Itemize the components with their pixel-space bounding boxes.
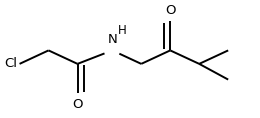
Text: H: H [118, 24, 126, 37]
Text: O: O [72, 98, 83, 111]
Text: N: N [107, 33, 117, 46]
Text: Cl: Cl [4, 57, 17, 70]
Text: O: O [165, 4, 176, 17]
